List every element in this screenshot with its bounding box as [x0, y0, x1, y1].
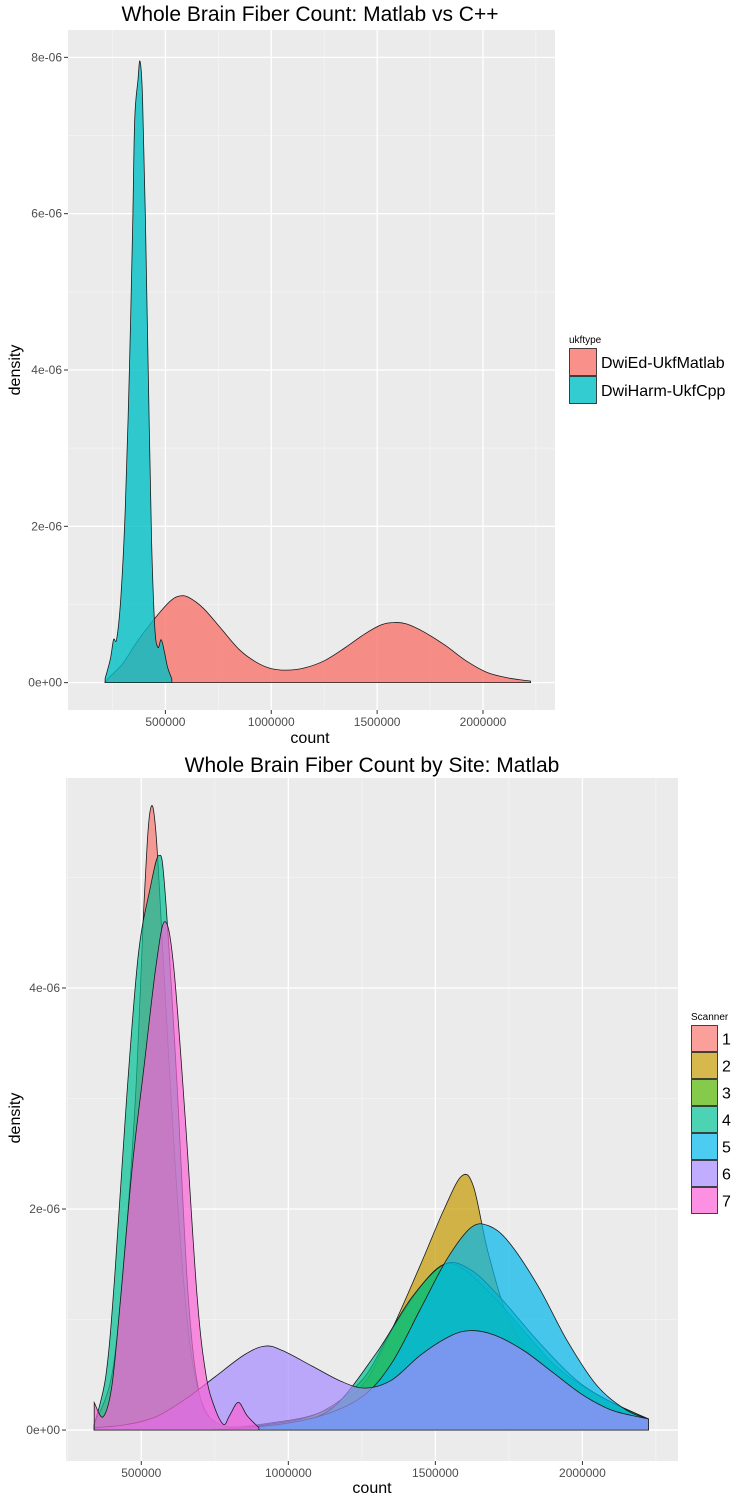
density-area-dwied-ukfmatlab: [104, 595, 531, 683]
legend-label: 3: [722, 1086, 731, 1103]
chart-1-legend-title: ukftype: [569, 335, 602, 346]
chart-1-xlabel: count: [290, 730, 330, 747]
x-tick-label: 1500000: [354, 715, 401, 729]
legend-key: [691, 1160, 718, 1187]
x-tick-label: 2000000: [559, 1466, 606, 1480]
chart-2-legend: Scanner 1 2 3 4 5 6 7: [691, 1012, 731, 1214]
chart-2-xlabel: count: [352, 1480, 392, 1497]
x-tick-label: 1500000: [412, 1466, 459, 1480]
x-tick-label: 1000000: [248, 715, 295, 729]
legend-label: 4: [722, 1113, 731, 1130]
legend-key: [691, 1079, 718, 1106]
y-tick-label: 4e-06: [31, 363, 62, 377]
chart-1-ylabel: density: [7, 345, 24, 396]
legend-label: 2: [722, 1059, 731, 1076]
y-tick-label: 0e+00: [26, 1423, 60, 1437]
legend-key: [691, 1025, 718, 1052]
legend-key: [691, 1133, 718, 1160]
legend-label: 7: [722, 1194, 731, 1211]
x-tick-label: 500000: [121, 1466, 161, 1480]
y-tick-label: 4e-06: [29, 981, 60, 995]
legend-label: 5: [722, 1140, 731, 1157]
y-tick-label: 8e-06: [31, 50, 62, 64]
chart-1-title: Whole Brain Fiber Count: Matlab vs C++: [122, 3, 499, 26]
x-tick-label: 2000000: [460, 715, 507, 729]
legend-key: [691, 1052, 718, 1079]
x-tick-label: 1000000: [265, 1466, 312, 1480]
chart-1: Whole Brain Fiber Count: Matlab vs C++ 0…: [7, 3, 726, 747]
chart-2-legend-title: Scanner: [691, 1012, 729, 1023]
x-tick-label: 500000: [145, 715, 185, 729]
legend-label: DwiEd-UkfMatlab: [601, 355, 725, 372]
legend-label: 6: [722, 1167, 731, 1184]
legend-key: [569, 348, 597, 376]
chart-2-title: Whole Brain Fiber Count by Site: Matlab: [185, 754, 560, 777]
y-tick-label: 2e-06: [31, 519, 62, 533]
legend-label: DwiHarm-UkfCpp: [601, 383, 726, 400]
legend-key: [569, 376, 597, 404]
chart-2: Whole Brain Fiber Count by Site: Matlab …: [7, 754, 731, 1497]
y-tick-label: 2e-06: [29, 1202, 60, 1216]
chart-2-ylabel: density: [7, 1093, 24, 1144]
y-tick-label: 6e-06: [31, 207, 62, 221]
legend-key: [691, 1106, 718, 1133]
density-area-dwiharm-ukfcpp: [104, 60, 173, 683]
chart-1-legend: ukftype DwiEd-UkfMatlab DwiHarm-UkfCpp: [569, 335, 726, 404]
y-tick-label: 0e+00: [28, 676, 62, 690]
legend-key: [691, 1187, 718, 1214]
legend-label: 1: [722, 1032, 731, 1049]
density-area-7: [93, 921, 260, 1431]
